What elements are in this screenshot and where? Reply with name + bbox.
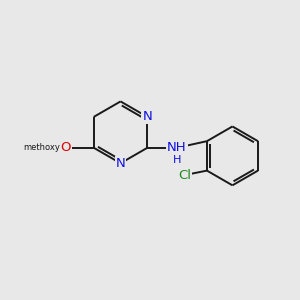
- Text: Cl: Cl: [178, 169, 191, 182]
- Text: H: H: [172, 155, 181, 165]
- Text: NH: NH: [167, 141, 187, 154]
- Text: methoxy: methoxy: [23, 143, 60, 152]
- Text: N: N: [142, 110, 152, 123]
- Text: O: O: [61, 141, 71, 154]
- Text: N: N: [116, 157, 125, 170]
